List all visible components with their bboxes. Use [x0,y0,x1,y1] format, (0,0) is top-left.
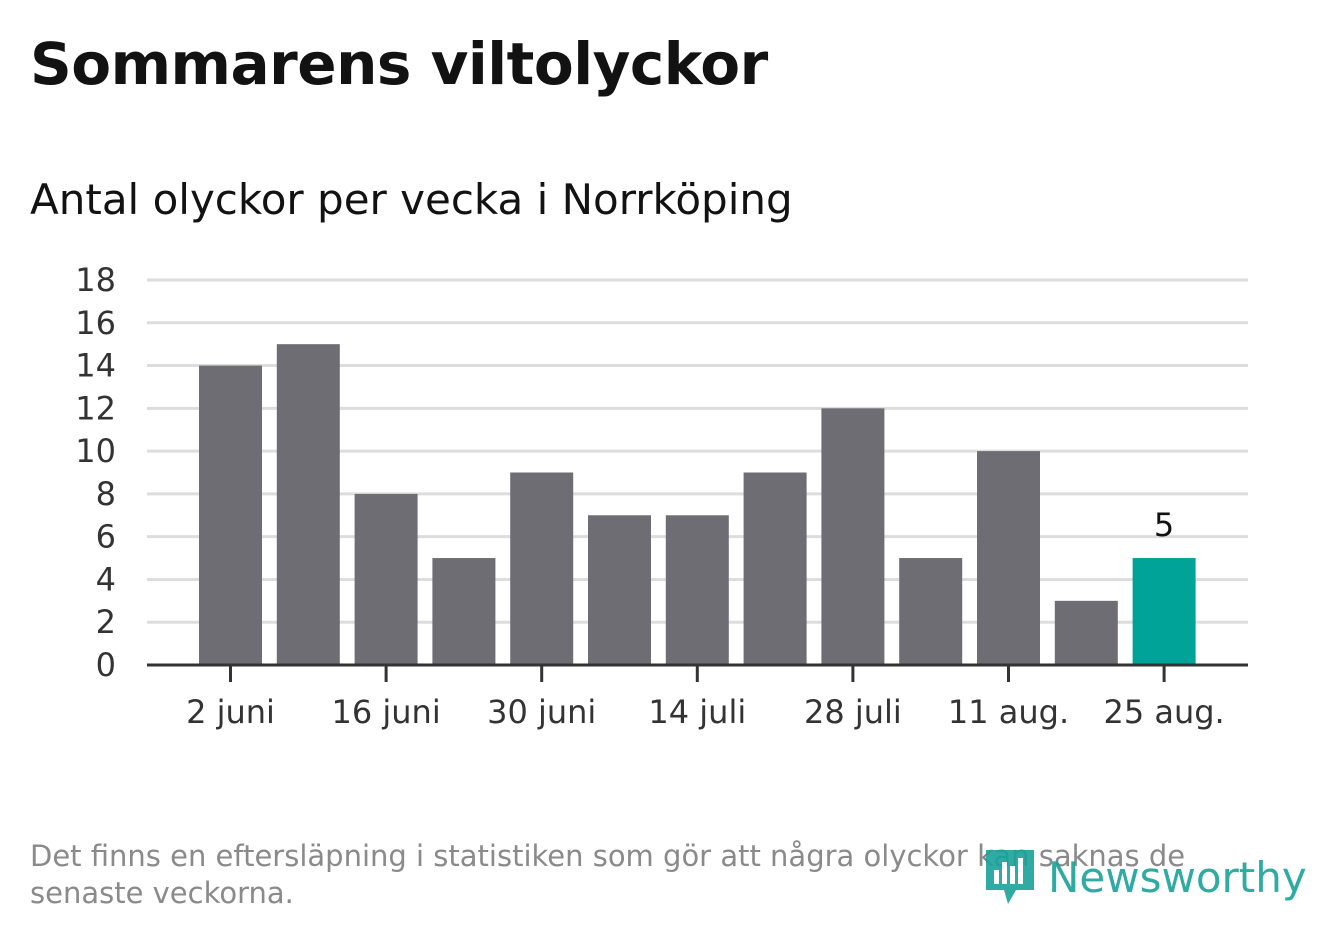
logo-text: Newsworthy [1048,852,1307,902]
bar [899,558,963,665]
y-tick-label: 10 [75,432,116,470]
y-axis-tick-labels: 0 2 4 6 8 10 12 14 16 18 [75,261,116,684]
x-tick-label: 16 juni [331,693,440,731]
y-tick-label: 4 [96,560,116,598]
chart-title: Sommarens viltolyckor [30,30,768,98]
y-tick-label: 8 [96,475,116,513]
bar [199,365,262,665]
bar [432,558,496,665]
bar [977,451,1040,665]
y-tick-label: 16 [75,304,116,342]
bar [1054,600,1118,665]
y-tick-label: 2 [96,603,116,641]
x-axis-tick-labels: 2 juni 16 juni 30 juni 14 juli 28 juli 11 aug… [186,665,1225,731]
y-tick-label: 0 [96,646,116,684]
bar [1132,558,1196,665]
x-tick-label: 28 juli [804,693,902,731]
x-tick-label: 30 juni [487,693,596,731]
bar [665,515,729,665]
bar [743,472,807,665]
y-tick-label: 18 [75,261,116,299]
bar [510,472,574,665]
data-labels: 5 [1154,506,1174,544]
x-tick-label: 14 juli [648,693,746,731]
bar [821,408,885,665]
chart-subtitle: Antal olyckor per vecka i Norrköping [30,175,793,224]
data-label: 5 [1154,506,1174,544]
x-tick-label: 25 aug. [1103,693,1224,731]
bar [276,344,340,665]
newsworthy-logo-icon [986,850,1034,904]
x-tick-label: 2 juni [186,693,275,731]
y-tick-label: 14 [75,347,116,385]
y-tick-label: 6 [96,518,116,556]
bar [354,493,418,665]
y-tick-label: 12 [75,389,116,427]
bar-chart: 0 2 4 6 8 10 12 14 16 18 2 juni 16 juni 30 juni 14 j… [75,261,1248,731]
x-tick-label: 11 aug. [948,693,1069,731]
bar [588,515,651,665]
bars [199,344,1196,665]
newsworthy-logo: Newsworthy [982,846,1307,908]
